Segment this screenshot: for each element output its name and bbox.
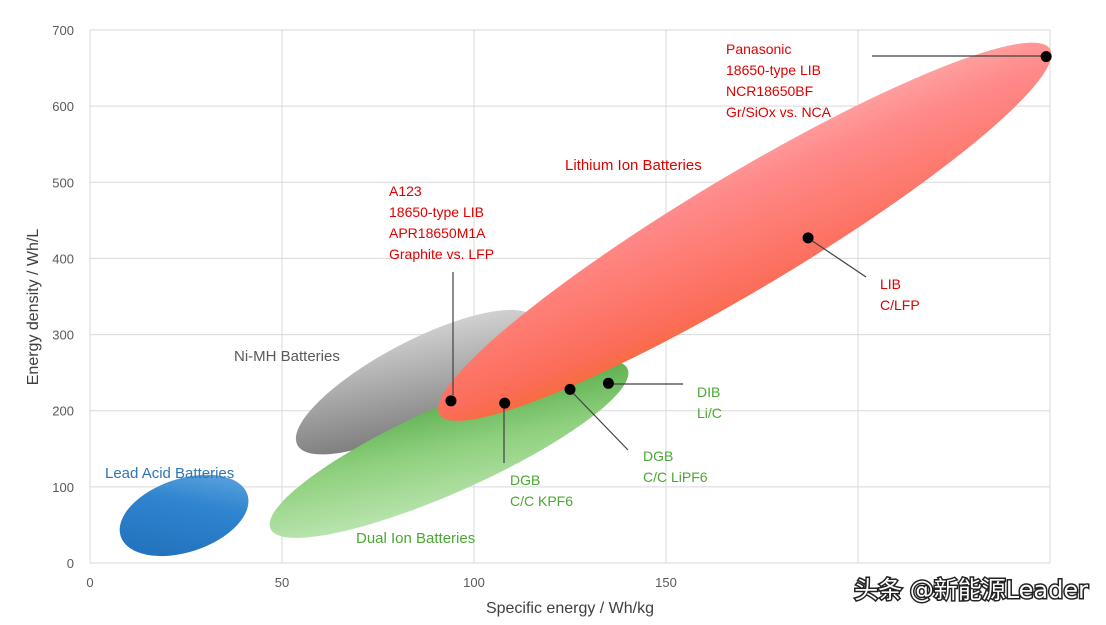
- y-tick-label: 700: [52, 23, 74, 38]
- point-label: NCR18650BF: [726, 83, 813, 99]
- leader-line: [807, 237, 867, 278]
- point-label: C/C LiPF6: [643, 469, 708, 485]
- x-tick-label: 50: [275, 575, 289, 590]
- y-tick-label: 500: [52, 175, 74, 190]
- point-label: C/C KPF6: [510, 493, 573, 509]
- x-axis-title: Specific energy / Wh/kg: [486, 600, 654, 617]
- point-label: APR18650M1A: [389, 225, 486, 241]
- data-point: [802, 232, 814, 244]
- y-tick-label: 200: [52, 404, 74, 419]
- y-tick-label: 400: [52, 251, 74, 266]
- data-point: [499, 397, 511, 409]
- regions: [119, 42, 1052, 557]
- y-axis-title: Energy density / Wh/L: [25, 229, 42, 386]
- point-label: Li/C: [697, 405, 722, 421]
- point-label: DIB: [697, 384, 720, 400]
- point-label: 18650-type LIB: [389, 204, 484, 220]
- x-tick-label: 100: [463, 575, 485, 590]
- data-point: [445, 395, 457, 407]
- region-lead: [119, 474, 249, 557]
- x-tick-label: 150: [655, 575, 677, 590]
- region-dual: [269, 359, 629, 538]
- point-label: C/LFP: [880, 297, 920, 313]
- y-tick-label: 100: [52, 480, 74, 495]
- x-tick-label: 0: [86, 575, 93, 590]
- tick-labels: 0 50 100 150 0 100 200 300 400 500 600 700: [52, 23, 677, 590]
- annotations: Lead Acid Batteries Ni-MH Batteries Lithiu…: [105, 41, 920, 547]
- y-tick-label: 300: [52, 328, 74, 343]
- leader-lines: [452, 55, 1046, 463]
- points: [445, 51, 1052, 409]
- point-label: A123: [389, 183, 422, 199]
- point-label: DGB: [510, 472, 540, 488]
- y-tick-label: 600: [52, 99, 74, 114]
- point-label: LIB: [880, 276, 901, 292]
- data-point: [1040, 51, 1052, 63]
- region-lib: [438, 42, 1052, 421]
- region-label: Ni-MH Batteries: [234, 348, 340, 365]
- point-label: 18650-type LIB: [726, 62, 821, 78]
- region-nimh: [295, 309, 537, 455]
- point-label: DGB: [643, 448, 673, 464]
- watermark: 头条 @新能源Leader: [854, 576, 1088, 604]
- data-point: [564, 383, 576, 395]
- leader-line: [571, 391, 629, 451]
- point-label: Panasonic: [726, 41, 791, 57]
- point-label: Gr/SiOx vs. NCA: [726, 104, 832, 120]
- region-label: Lead Acid Batteries: [105, 465, 234, 482]
- data-point: [602, 377, 614, 389]
- region-label: Lithium Ion Batteries: [565, 157, 702, 174]
- region-label: Dual Ion Batteries: [356, 530, 475, 547]
- y-tick-label: 0: [67, 556, 74, 571]
- point-label: Graphite vs. LFP: [389, 246, 494, 262]
